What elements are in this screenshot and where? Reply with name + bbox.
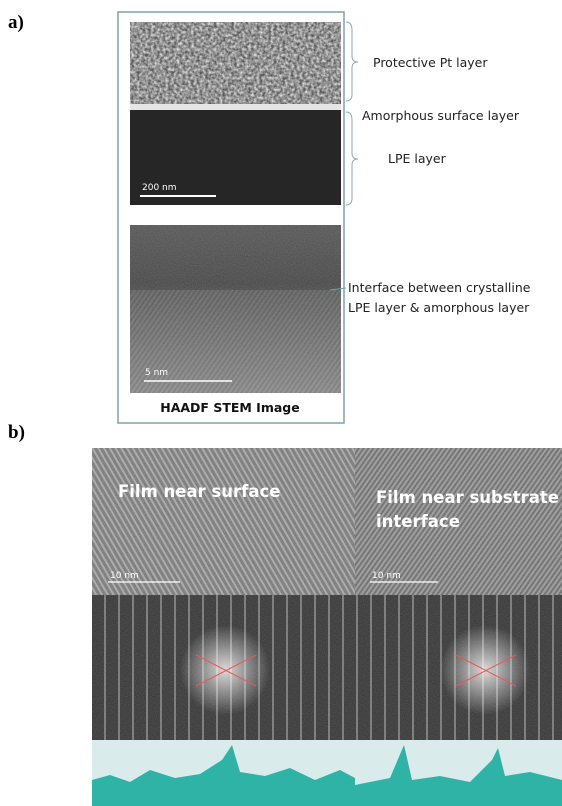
scale-bar-label: 10 nm bbox=[372, 571, 401, 581]
caption: HAADF STEM Image bbox=[160, 400, 299, 415]
scale-bar-label: 10 nm bbox=[110, 571, 139, 581]
stem-image-top: 200 nm bbox=[130, 22, 341, 205]
image-title: Film near substrate bbox=[376, 488, 559, 507]
figure: a) 200 nm 5 nm HAADF STEM Image Protecti… bbox=[0, 0, 562, 806]
image-title: Film near surface bbox=[118, 482, 280, 501]
stem-image-bottom: 5 nm bbox=[130, 225, 341, 393]
annotation: Protective Pt layer bbox=[373, 55, 488, 70]
annotation: LPE layer & amorphous layer bbox=[348, 300, 530, 315]
image-title: interface bbox=[376, 512, 460, 531]
panel-label: b) bbox=[8, 422, 25, 443]
hrtem-right: 10 nm Film near substrate interface bbox=[355, 448, 562, 806]
annotation: Interface between crystalline bbox=[348, 280, 531, 295]
hrtem-left: 10 nm Film near surface bbox=[92, 448, 355, 806]
annotation: LPE layer bbox=[388, 151, 447, 166]
annotation: Amorphous surface layer bbox=[362, 108, 520, 123]
scale-bar-label: 200 nm bbox=[142, 183, 177, 193]
panel-label: a) bbox=[8, 12, 24, 33]
scale-bar-label: 5 nm bbox=[145, 368, 168, 378]
